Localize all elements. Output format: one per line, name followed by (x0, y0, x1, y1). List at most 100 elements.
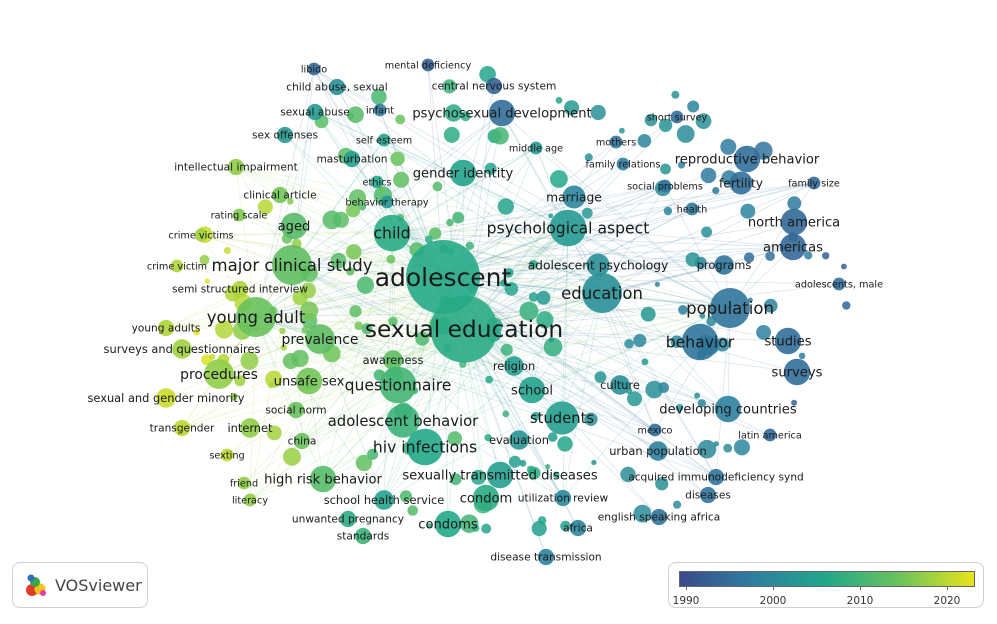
node-bubble[interactable] (658, 179, 672, 193)
node-bubble[interactable] (173, 419, 191, 437)
node-bubble[interactable] (545, 401, 579, 435)
node-label[interactable]: procedures (180, 367, 258, 383)
node-bubble[interactable] (293, 432, 311, 450)
node-label[interactable]: surveys (772, 366, 823, 381)
node-label[interactable]: standards (337, 531, 390, 543)
node-label[interactable]: latin america (738, 430, 802, 441)
node-bubble[interactable] (699, 486, 717, 504)
node-bubble[interactable] (306, 103, 324, 121)
node-bubble[interactable] (204, 359, 234, 389)
node-label[interactable]: rating scale (211, 210, 268, 221)
node-bubble[interactable] (509, 430, 529, 450)
node-label[interactable]: fertility (719, 176, 763, 190)
node-bubble[interactable] (472, 484, 500, 512)
node-label[interactable]: intellectual impairment (174, 162, 298, 174)
node-bubble[interactable] (237, 476, 251, 490)
node-label[interactable]: adolescents, male (795, 279, 883, 290)
node-bubble[interactable] (504, 356, 524, 376)
node-bubble[interactable] (685, 202, 699, 216)
node-bubble[interactable] (537, 548, 555, 566)
node-bubble[interactable] (227, 158, 245, 176)
node-label[interactable]: adolescent behavior (328, 413, 479, 430)
node-label[interactable]: infant (366, 105, 394, 116)
node-label[interactable]: china (288, 436, 317, 448)
node-label[interactable]: central nervous system (432, 81, 557, 93)
node-label[interactable]: education (561, 284, 643, 303)
node-label[interactable]: semi structured interview (172, 284, 308, 296)
node-label[interactable]: culture (600, 378, 640, 392)
node-label[interactable]: utilization review (518, 493, 609, 505)
node-bubble[interactable] (485, 77, 503, 95)
node-bubble[interactable] (231, 280, 249, 298)
node-label[interactable]: ethics (363, 177, 392, 188)
node-label[interactable]: young adult (207, 308, 306, 327)
node-label[interactable]: aged (278, 220, 311, 235)
node-bubble[interactable] (569, 519, 587, 537)
node-bubble[interactable] (486, 461, 514, 489)
node-bubble[interactable] (280, 212, 308, 240)
node-bubble[interactable] (157, 319, 175, 337)
node-label[interactable]: mental deficiency (385, 60, 472, 71)
node-bubble[interactable] (729, 171, 753, 195)
node-bubble[interactable] (648, 441, 668, 461)
node-bubble[interactable] (328, 78, 346, 96)
node-bubble[interactable] (194, 228, 208, 242)
node-bubble[interactable] (434, 510, 462, 538)
node-label[interactable]: social norm (265, 405, 326, 417)
node-bubble[interactable] (377, 133, 391, 147)
node-bubble[interactable] (562, 185, 586, 209)
node-label[interactable]: crime victim (147, 261, 207, 272)
node-bubble[interactable] (156, 388, 176, 408)
node-label[interactable]: mothers (596, 137, 636, 148)
node-label[interactable]: clinical article (243, 190, 316, 202)
node-label[interactable]: sexual abuse (280, 107, 350, 119)
node-label[interactable]: religion (493, 359, 535, 373)
node-label[interactable]: school health service (324, 493, 445, 507)
node-bubble[interactable] (309, 465, 337, 493)
node-bubble[interactable] (307, 62, 321, 76)
node-label[interactable]: studies (764, 335, 811, 350)
node-bubble[interactable] (779, 233, 807, 261)
node-bubble[interactable] (648, 423, 662, 437)
node-bubble[interactable] (373, 103, 387, 117)
node-label[interactable]: students (530, 410, 594, 427)
node-bubble[interactable] (518, 376, 546, 404)
node-label[interactable]: reproductive behavior (675, 153, 820, 168)
node-bubble[interactable] (650, 508, 668, 526)
node-label[interactable]: family relations (586, 159, 661, 170)
node-bubble[interactable] (287, 401, 305, 419)
node-label[interactable]: internet (227, 421, 273, 435)
node-bubble[interactable] (220, 448, 234, 462)
node-label[interactable]: libido (301, 64, 327, 75)
node-label[interactable]: child abuse, sexual (286, 82, 388, 94)
node-bubble[interactable] (832, 277, 846, 291)
node-bubble[interactable] (780, 208, 808, 236)
node-label[interactable]: friend (230, 478, 258, 489)
node-label[interactable]: adolescent psychology (528, 258, 669, 272)
node-bubble[interactable] (616, 157, 630, 171)
node-bubble[interactable] (343, 150, 361, 168)
node-bubble[interactable] (610, 375, 630, 395)
node-label[interactable]: unsafe sex (274, 375, 345, 390)
node-bubble[interactable] (774, 327, 802, 355)
node-bubble[interactable] (670, 110, 684, 124)
node-bubble[interactable] (373, 214, 411, 252)
node-label[interactable]: short survey (647, 112, 708, 123)
node-bubble[interactable] (707, 468, 725, 486)
node-bubble[interactable] (354, 527, 372, 545)
node-label[interactable]: transgender (150, 423, 215, 435)
node-label[interactable]: sexting (209, 450, 244, 461)
node-bubble[interactable] (170, 259, 184, 273)
node-label[interactable]: high risk behavior (264, 473, 382, 488)
node-bubble[interactable] (236, 297, 276, 337)
node-bubble[interactable] (609, 135, 623, 149)
node-label[interactable]: diseases (685, 490, 731, 502)
node-label[interactable]: health (677, 204, 708, 215)
node-label[interactable]: literacy (232, 495, 268, 506)
node-label[interactable]: sexual and gender minority (87, 391, 244, 405)
node-bubble[interactable] (733, 145, 761, 173)
node-bubble[interactable] (549, 209, 587, 247)
node-bubble[interactable] (172, 339, 192, 359)
node-label[interactable]: condom (460, 492, 513, 507)
